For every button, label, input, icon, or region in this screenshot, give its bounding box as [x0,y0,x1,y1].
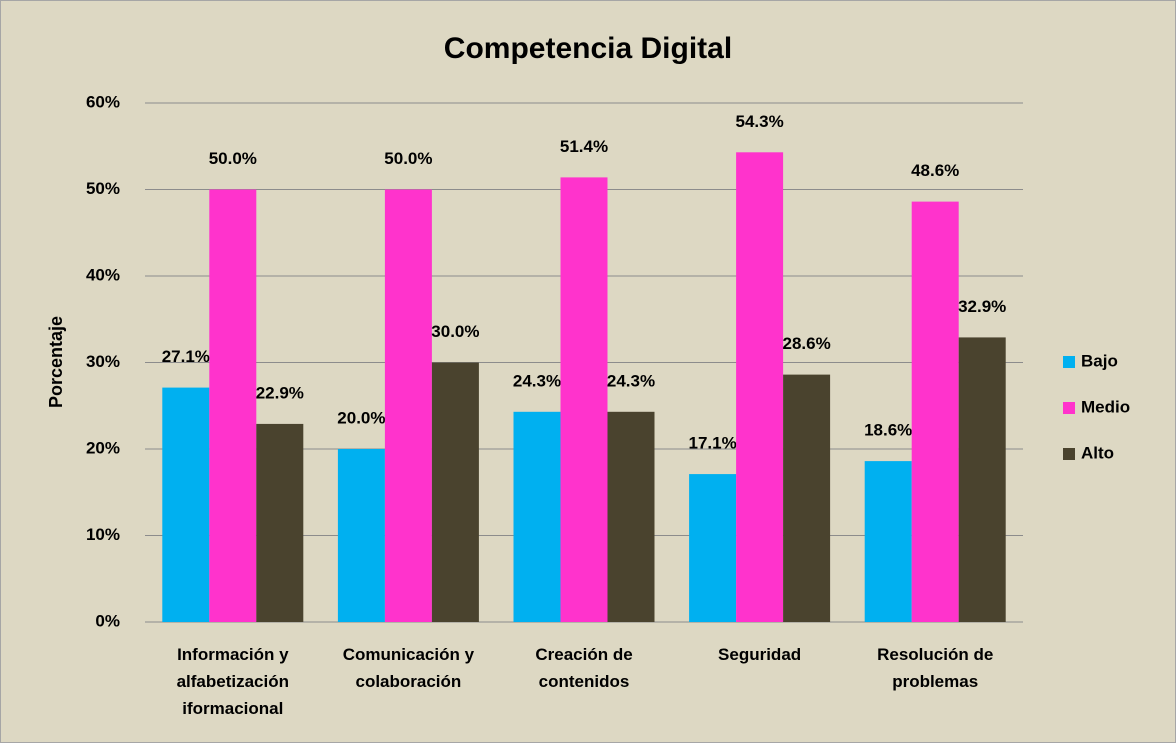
bar [209,189,257,622]
legend-label: Bajo [1081,351,1118,370]
legend-swatch [1063,402,1075,414]
value-label: 27.1% [162,347,210,366]
legend-label: Medio [1081,397,1130,416]
y-tick-label: 0% [95,611,120,630]
value-label: 32.9% [958,297,1006,316]
value-label: 48.6% [911,161,959,180]
x-tick-label: Resolución de problemas [877,645,994,691]
value-label: 54.3% [735,112,783,131]
y-tick-label: 50% [86,179,120,198]
bar [607,411,655,622]
legend-swatch [1063,448,1075,460]
y-tick-label: 30% [86,352,120,371]
value-label: 20.0% [337,408,385,427]
value-label: 24.3% [607,371,655,390]
legend-swatch [1063,356,1075,368]
bar [513,411,561,622]
x-tick-label: Información y alfabetización iformaciona… [176,645,289,718]
bar [911,201,959,623]
y-tick-label: 20% [86,438,120,457]
value-label: 50.0% [384,149,432,168]
y-tick-label: 60% [86,92,120,111]
bar [736,152,784,622]
value-label: 30.0% [431,322,479,341]
x-tick-label: Comunicación y colaboración [342,645,475,691]
value-label: 50.0% [209,149,257,168]
bar [337,449,385,622]
bar [384,189,432,622]
bar [689,474,737,622]
value-label: 22.9% [256,383,304,402]
value-label: 28.6% [782,334,830,353]
chart-title: Competencia Digital [444,32,732,65]
bar [783,374,831,622]
y-tick-label: 10% [86,525,120,544]
bar [162,387,210,622]
value-label: 24.3% [513,371,561,390]
bar [958,337,1006,622]
x-tick-label: Seguridad [718,645,802,664]
x-tick-label: Creación de contenidos [535,645,633,691]
y-tick-label: 40% [86,265,120,284]
bar [256,423,304,622]
bar [431,362,479,622]
value-label: 17.1% [688,434,736,453]
value-label: 18.6% [864,421,912,440]
y-axis-title: Porcentaje [46,316,66,408]
bar [560,177,608,622]
value-label: 51.4% [560,137,608,156]
legend-label: Alto [1081,443,1114,462]
bar [864,461,912,622]
